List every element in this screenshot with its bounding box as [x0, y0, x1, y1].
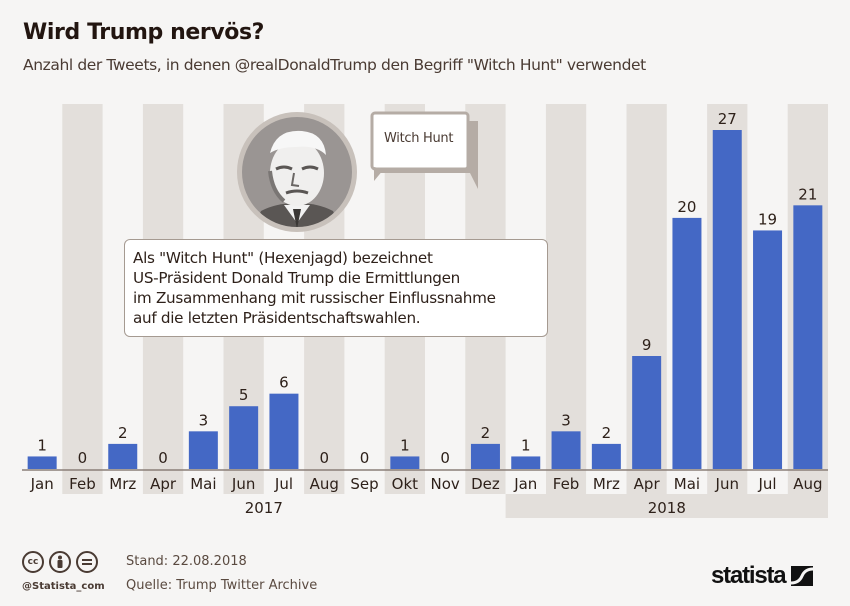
- statista-logo-text: statista: [711, 562, 787, 589]
- cc-icon[interactable]: cc: [22, 551, 44, 573]
- bar[interactable]: [229, 406, 259, 469]
- x-tick-label: Jul: [274, 475, 293, 493]
- column-band: [62, 104, 103, 494]
- trump-portrait-icon: [237, 112, 357, 232]
- bar[interactable]: [793, 205, 823, 470]
- chart-subtitle: Anzahl der Tweets, in denen @realDonaldT…: [23, 56, 646, 74]
- annotation-line: Als "Witch Hunt" (Hexenjagd) bezeichnet: [133, 249, 433, 267]
- value-label: 2: [602, 424, 612, 442]
- x-tick-label: Mrz: [593, 475, 620, 493]
- value-label: 3: [199, 411, 209, 429]
- x-tick-labels: Jan Feb Mrz Apr Mai Jun Jul Aug Sep Okt Nov Dez Jan F…: [30, 475, 823, 493]
- x-tick-label: Okt: [392, 475, 418, 493]
- bar[interactable]: [188, 431, 218, 469]
- speech-bubble-text: Witch Hunt: [384, 131, 454, 146]
- nd-icon[interactable]: [76, 551, 98, 573]
- annotation-line: im Zusammenhang mit russischer Einflussn…: [133, 289, 496, 307]
- value-label: 19: [758, 210, 777, 228]
- x-tick-label: Mrz: [109, 475, 136, 493]
- x-tick-label: Aug: [793, 475, 822, 493]
- value-label: 3: [561, 411, 571, 429]
- value-label: 0: [440, 449, 450, 467]
- annotation-line: US-Präsident Donald Trump die Ermittlung…: [133, 269, 460, 287]
- bar[interactable]: [712, 130, 742, 469]
- x-tick-label: Jun: [715, 475, 739, 493]
- stand-date: Stand: 22.08.2018: [126, 554, 247, 569]
- year-band: [505, 494, 828, 518]
- bar[interactable]: [390, 456, 420, 469]
- value-label: 1: [521, 436, 531, 454]
- bars: [27, 130, 823, 470]
- value-label: 1: [400, 436, 410, 454]
- value-label: 2: [481, 424, 491, 442]
- label-cell: [505, 471, 546, 494]
- bar[interactable]: [551, 431, 581, 469]
- x-tick-label: Apr: [634, 475, 661, 493]
- x-tick-label: Jan: [30, 475, 54, 493]
- year-label: 2017: [245, 499, 283, 517]
- x-tick-label: Nov: [431, 475, 460, 493]
- bar[interactable]: [591, 443, 621, 469]
- bar[interactable]: [108, 443, 138, 469]
- x-tick-label: Dez: [471, 475, 500, 493]
- speech-bubble-icon: [370, 111, 478, 189]
- x-tick-label: Jan: [513, 475, 537, 493]
- x-tick-label: Jun: [231, 475, 255, 493]
- value-label: 5: [239, 386, 249, 404]
- value-label: 1: [37, 436, 47, 454]
- bar[interactable]: [632, 356, 662, 469]
- column-band: [545, 104, 587, 494]
- x-tick-label: Mai: [674, 475, 700, 493]
- label-cell: [666, 471, 708, 494]
- year-bands: [505, 471, 828, 518]
- annotation-box: Als "Witch Hunt" (Hexenjagd) bezeichnet …: [124, 239, 548, 337]
- label-cell: [747, 471, 788, 494]
- value-label: 0: [158, 449, 168, 467]
- x-tick-label: Mai: [190, 475, 216, 493]
- value-label: 9: [642, 336, 652, 354]
- value-label: 6: [279, 374, 289, 392]
- x-tick-label: Jul: [757, 475, 776, 493]
- year-labels: 2017 2018: [245, 499, 686, 517]
- bar[interactable]: [27, 456, 57, 469]
- value-label: 0: [78, 449, 88, 467]
- bar[interactable]: [470, 443, 500, 469]
- value-label: 2: [118, 424, 128, 442]
- value-label: 0: [319, 449, 329, 467]
- statista-logo-icon: [791, 566, 814, 586]
- x-tick-label: Apr: [150, 475, 177, 493]
- label-cell: [586, 471, 627, 494]
- value-label: 20: [677, 198, 696, 216]
- statista-handle[interactable]: @Statista_com: [22, 581, 105, 592]
- chart-title: Wird Trump nervös?: [23, 20, 265, 45]
- by-icon[interactable]: [49, 551, 71, 573]
- bar[interactable]: [753, 230, 783, 469]
- value-label: 21: [798, 185, 817, 203]
- x-tick-label: Feb: [69, 475, 96, 493]
- value-label: 27: [718, 110, 737, 128]
- license-icons: cc: [22, 551, 98, 573]
- bar[interactable]: [511, 456, 541, 469]
- statista-logo[interactable]: statista: [711, 562, 814, 590]
- source-text: Quelle: Trump Twitter Archive: [126, 578, 318, 593]
- bar[interactable]: [672, 217, 702, 469]
- value-label: 0: [360, 449, 370, 467]
- bar[interactable]: [269, 393, 299, 469]
- x-tick-label: Aug: [310, 475, 339, 493]
- year-label: 2018: [648, 499, 686, 517]
- x-tick-label: Sep: [350, 475, 378, 493]
- annotation-line: auf die letzten Präsidentschaftswahlen.: [133, 309, 421, 327]
- x-tick-label: Feb: [553, 475, 580, 493]
